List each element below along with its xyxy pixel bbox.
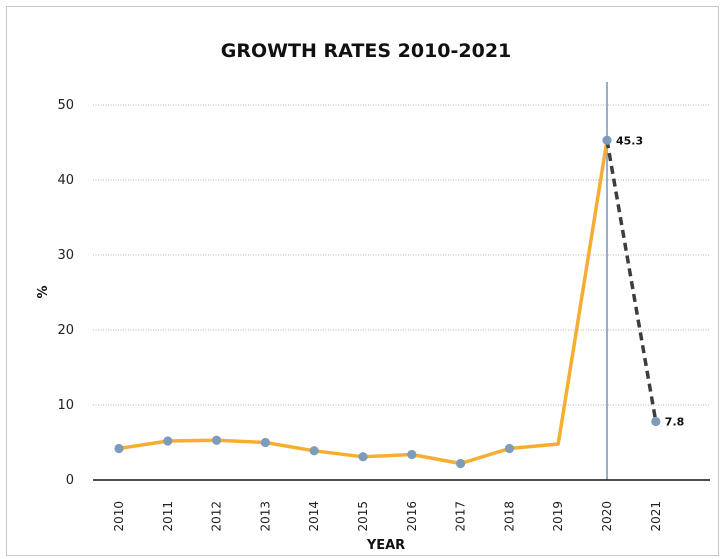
data-point-2015	[358, 452, 368, 462]
series-line-1	[117, 138, 609, 466]
data-point-2018	[504, 443, 514, 454]
data-points	[114, 135, 661, 469]
y-tick-labels: 0 10 20 30 40 50	[57, 98, 74, 488]
x-tick-2013: 2013	[258, 501, 272, 532]
chart-frame: GROWTH RATES 2010-2021 45.3 7.8 0 10 20 30 40…	[6, 6, 719, 556]
x-tick-2019: 2019	[551, 501, 565, 532]
x-tick-2018: 2018	[502, 501, 516, 532]
data-point-2016	[407, 449, 417, 460]
y-tick-50: 50	[57, 98, 74, 113]
data-label-2021: 7.8	[665, 416, 685, 429]
x-axis-label: YEAR	[366, 538, 405, 553]
chart: GROWTH RATES 2010-2021 45.3 7.8 0 10 20 30 40…	[36, 40, 710, 553]
y-tick-40: 40	[57, 173, 74, 188]
y-tick-30: 30	[57, 248, 74, 263]
data-point-2012	[212, 435, 222, 445]
y-axis-label: %	[36, 285, 51, 298]
series-layer	[117, 138, 658, 466]
y-tick-20: 20	[57, 323, 74, 338]
data-point-2013	[260, 437, 270, 448]
x-tick-2015: 2015	[356, 501, 370, 532]
data-point-2020	[602, 135, 612, 145]
x-tick-2010: 2010	[112, 501, 126, 532]
chart-title: GROWTH RATES 2010-2021	[221, 40, 512, 62]
x-tick-2011: 2011	[161, 501, 175, 532]
x-tick-2020: 2020	[600, 501, 614, 532]
data-point-2021	[651, 416, 661, 427]
data-label-2020: 45.3	[616, 134, 643, 147]
x-tick-2017: 2017	[454, 501, 468, 532]
grid-lines	[93, 104, 710, 406]
x-tick-2012: 2012	[210, 501, 224, 532]
y-tick-10: 10	[57, 398, 74, 413]
series-line-2	[605, 140, 658, 422]
data-point-2014	[309, 446, 319, 456]
x-tick-2016: 2016	[405, 501, 419, 532]
data-point-2017	[456, 458, 466, 469]
x-tick-2014: 2014	[307, 501, 321, 532]
x-tick-2021: 2021	[649, 501, 663, 532]
x-tick-labels: 2010 2011 2012 2013 2014 2015 2016 2017 2018 2019…	[112, 501, 663, 532]
data-point-2010	[114, 443, 124, 454]
data-labels: 45.3 7.8	[616, 134, 684, 428]
data-point-2011	[163, 436, 173, 446]
y-tick-0: 0	[66, 473, 74, 488]
